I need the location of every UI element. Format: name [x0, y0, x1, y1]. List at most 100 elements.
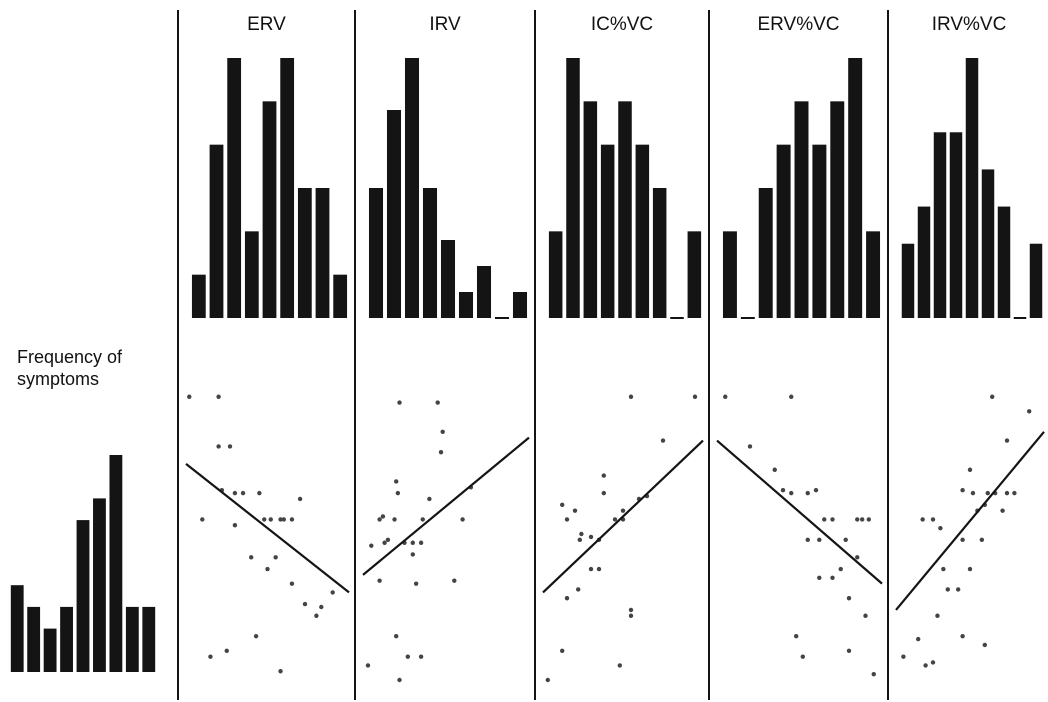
- scatter-1-point-18: [265, 566, 270, 572]
- scatter-2-trend-line: [362, 436, 530, 576]
- scatter-2-point-17: [460, 517, 465, 522]
- hist-3-bar-6: [635, 144, 650, 318]
- scatter-2-point-10: [369, 543, 374, 548]
- hist-1-bar-6: [280, 58, 295, 318]
- hist-5-bar-5: [965, 58, 979, 318]
- scatter-2-point-4: [438, 450, 444, 455]
- scatter-5-point-29: [923, 663, 928, 668]
- scatter-5-point-5: [960, 488, 965, 493]
- scatter-4-point-21: [846, 596, 852, 601]
- scatter-2-point-21: [410, 552, 415, 557]
- hist-2-bar-5: [440, 240, 456, 318]
- scatter-5-point-1: [990, 394, 995, 399]
- scatter-1-point-20: [289, 581, 295, 586]
- scatter-4-point-9: [822, 517, 827, 522]
- scatter-5-point-18: [979, 537, 985, 543]
- scatter-4-point-6: [789, 490, 794, 496]
- hist-4-bar-5: [794, 101, 809, 318]
- symptoms-hist-bar-2: [27, 606, 41, 672]
- scatter-4-point-13: [866, 517, 871, 522]
- scatter-1-point-11: [262, 517, 267, 522]
- scatter-2-point-3: [440, 429, 445, 434]
- scatter-5-point-27: [930, 660, 936, 665]
- scatter-2-point-6: [395, 490, 401, 496]
- scatter-5-point-28: [901, 654, 906, 659]
- scatter-4-trend-line: [716, 439, 883, 585]
- scatter-4-point-12: [860, 517, 865, 522]
- hist-1-bar-1: [191, 274, 206, 318]
- scatter-2-point-5: [394, 479, 399, 484]
- scatter-3-point-16: [620, 508, 626, 513]
- scatter-2-point-8: [377, 517, 382, 522]
- scatter-4-point-14: [843, 537, 848, 543]
- hist-3-bar-5: [618, 101, 632, 318]
- hist-5-bar-1: [901, 243, 915, 318]
- scatter-1-point-13: [273, 555, 278, 560]
- scatter-3-point-20: [576, 587, 581, 592]
- scatter-3-point-18: [588, 566, 594, 572]
- scatter-2-point-15: [420, 517, 425, 522]
- scatter-2-point-22: [413, 581, 419, 586]
- scatter-2-point-11: [382, 540, 387, 545]
- scatter-3-point-12: [579, 531, 584, 537]
- scatter-5-point-6: [970, 490, 976, 496]
- scatter-3-point-11: [577, 537, 582, 543]
- scatter-1-point-25: [208, 654, 213, 659]
- scatter-2-point-25: [418, 654, 424, 659]
- scatter-3-point-10: [564, 517, 570, 522]
- scatter-4-point-18: [830, 575, 835, 580]
- scatter-2-point-16: [427, 496, 432, 502]
- scatter-5-point-2: [1027, 409, 1032, 414]
- scatter-4-point-3: [747, 444, 753, 449]
- hist-2-bar-2: [386, 110, 402, 318]
- scatter-4-point-7: [805, 490, 810, 496]
- scatter-5-point-14: [920, 517, 925, 522]
- symptoms-hist-bar-7: [109, 455, 123, 672]
- scatter-2-point-13: [410, 540, 415, 545]
- scatter-2-point-27: [365, 663, 371, 668]
- scatter-4-point-2: [789, 394, 794, 399]
- scatter-5-point-19: [967, 566, 973, 572]
- scatter-1-point-15: [281, 517, 286, 522]
- hist-4-bar-6: [812, 144, 827, 318]
- scatter-3-point-25: [628, 613, 634, 618]
- scatter-3-point-4: [601, 473, 606, 478]
- symptoms-hist-bar-9: [142, 606, 156, 672]
- scatter-5-point-12: [1004, 490, 1010, 496]
- scatter-4-point-19: [855, 555, 860, 560]
- scatter-3-point-9: [572, 508, 578, 513]
- scatter-5-point-11: [1000, 508, 1005, 513]
- panel-title-3: IC%VC: [591, 14, 653, 35]
- scatter-2-point-1: [397, 400, 402, 405]
- row-label: Frequency of symptoms: [17, 346, 122, 390]
- scatter-2-point-19: [377, 578, 382, 583]
- scatter-3-point-22: [628, 607, 634, 613]
- scatter-1-point-9: [240, 490, 246, 496]
- hist-2-bar-1: [368, 188, 384, 318]
- scatter-4-point-10: [830, 517, 835, 522]
- symptoms-hist-bar-1: [10, 585, 24, 672]
- hist-5-bar-6: [981, 169, 995, 318]
- scatter-1-point-12: [249, 555, 254, 560]
- hist-2-bar-4: [422, 188, 438, 318]
- scatter-4-point-17: [817, 575, 822, 580]
- scatter-3-point-8: [560, 502, 565, 507]
- panel-title-5: IRV%VC: [932, 14, 1007, 35]
- scatter-3-point-24: [617, 663, 622, 668]
- scatter-3-point-21: [564, 596, 570, 601]
- hist-4-bar-7: [830, 101, 845, 318]
- scatter-5-point-23: [935, 613, 940, 618]
- scatter-1-point-1: [187, 394, 192, 399]
- scatter-4-point-23: [794, 634, 799, 639]
- scatter-2-point-12: [385, 537, 391, 543]
- scatter-1-point-22: [314, 613, 319, 618]
- scatter-1-point-16: [289, 517, 295, 522]
- hist-4-bar-9: [866, 231, 881, 318]
- scatter-5-point-21: [945, 587, 950, 592]
- scatter-5-point-17: [960, 537, 965, 543]
- panel-title-1: ERV: [247, 14, 286, 35]
- hist-2-bar-7: [476, 266, 492, 318]
- scatter-5-point-20: [941, 566, 946, 572]
- hist-1-bar-9: [333, 274, 348, 318]
- scatter-3-point-5: [601, 490, 606, 496]
